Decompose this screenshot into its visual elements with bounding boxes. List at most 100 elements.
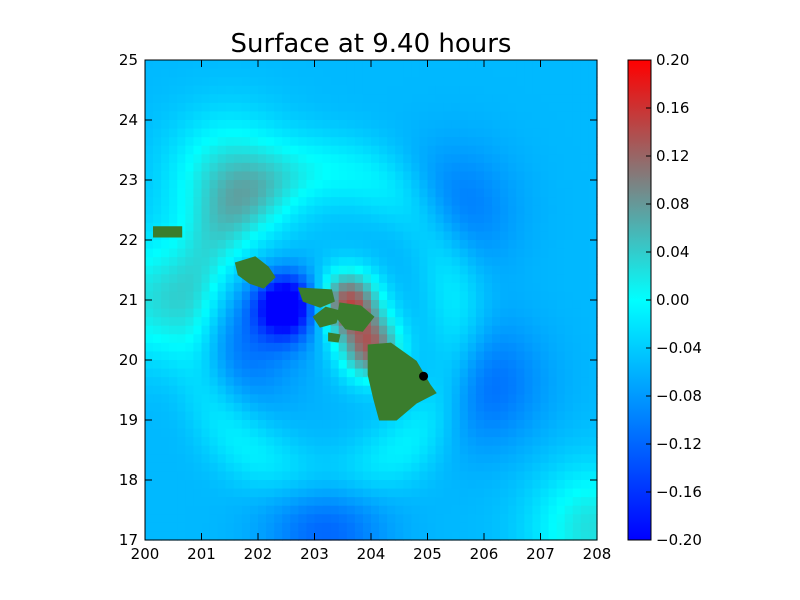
heatmap-cell (484, 471, 493, 481)
heatmap-cell (322, 334, 332, 344)
heatmap-cell (185, 411, 195, 421)
heatmap-cell (338, 171, 348, 181)
heatmap-cell (209, 248, 219, 258)
heatmap-cell (435, 420, 445, 430)
heatmap-cell (306, 282, 316, 293)
heatmap-cell (500, 282, 509, 293)
heatmap-cell (362, 162, 372, 173)
y-tick-label: 22 (119, 231, 138, 249)
heatmap-cell (249, 171, 259, 181)
heatmap-cell (169, 120, 178, 130)
heatmap-cell (419, 205, 429, 215)
heatmap-cell (225, 488, 235, 498)
heatmap-cell (201, 274, 211, 284)
heatmap-cell (362, 428, 372, 438)
heatmap-cell (290, 445, 299, 455)
heatmap-cell (411, 282, 421, 293)
heatmap-cell (177, 471, 186, 481)
heatmap-cell (500, 428, 509, 438)
heatmap-cell (588, 420, 598, 430)
heatmap-cell (225, 77, 235, 87)
heatmap-cell (467, 411, 477, 421)
heatmap-cell (379, 85, 388, 95)
heatmap-cell (532, 505, 542, 515)
heatmap-cell (572, 111, 582, 121)
heatmap-cell (379, 462, 388, 473)
heatmap-cell (346, 282, 356, 293)
heatmap-cell (258, 205, 267, 215)
heatmap-cell (556, 531, 566, 541)
heatmap-cell (540, 154, 550, 164)
heatmap-cell (201, 231, 211, 241)
heatmap-cell (395, 274, 404, 284)
heatmap-cell (548, 377, 558, 387)
heatmap-cell (580, 205, 590, 215)
heatmap-cell (435, 402, 445, 413)
heatmap-cell (467, 300, 477, 310)
heatmap-cell (556, 334, 566, 344)
heatmap-cell (371, 137, 380, 147)
heatmap-cell (330, 291, 340, 301)
heatmap-cell (322, 94, 332, 104)
heatmap-cell (290, 282, 299, 293)
heatmap-cell (580, 197, 590, 207)
heatmap-cell (274, 342, 283, 353)
heatmap-cell (580, 505, 590, 515)
heatmap-cell (427, 445, 437, 455)
heatmap-cell (169, 68, 178, 78)
heatmap-cell (306, 471, 316, 481)
heatmap-cell (484, 128, 493, 138)
heatmap-cell (516, 188, 525, 198)
heatmap-cell (274, 214, 283, 224)
heatmap-cell (258, 162, 267, 173)
heatmap-cell (371, 308, 380, 318)
heatmap-cell (169, 205, 178, 215)
heatmap-cell (451, 137, 461, 147)
heatmap-cell (298, 428, 308, 438)
heatmap-cell (459, 360, 469, 370)
heatmap-cell (241, 514, 251, 524)
heatmap-cell (379, 488, 388, 498)
heatmap-cell (508, 120, 517, 130)
heatmap-cell (177, 428, 186, 438)
heatmap-cell (467, 385, 477, 395)
heatmap-cell (451, 154, 461, 164)
heatmap-cell (169, 497, 178, 507)
heatmap-cell (314, 497, 324, 507)
heatmap-cell (233, 445, 243, 455)
heatmap-cell (161, 522, 170, 533)
heatmap-cell (435, 445, 445, 455)
heatmap-cell (169, 368, 178, 378)
heatmap-cell (362, 257, 372, 267)
heatmap-cell (266, 111, 275, 121)
heatmap-cell (145, 77, 154, 87)
heatmap-cell (185, 531, 195, 541)
heatmap-cell (153, 111, 162, 121)
heatmap-cell (419, 411, 429, 421)
heatmap-cell (435, 377, 445, 387)
heatmap-cell (443, 531, 453, 541)
heatmap-cell (580, 411, 590, 421)
heatmap-cell (233, 240, 243, 250)
heatmap-cell (145, 360, 154, 370)
heatmap-cell (556, 411, 566, 421)
heatmap-cell (161, 197, 170, 207)
heatmap-cell (282, 471, 291, 481)
heatmap-cell (556, 60, 566, 70)
heatmap-cell (516, 394, 525, 404)
heatmap-cell (387, 120, 396, 130)
heatmap-cell (548, 368, 558, 378)
heatmap-cell (346, 471, 356, 481)
heatmap-cell (282, 120, 291, 130)
heatmap-cell (411, 162, 421, 173)
heatmap-cell (249, 480, 259, 490)
heatmap-cell (330, 188, 340, 198)
heatmap-cell (508, 420, 517, 430)
heatmap-cell (145, 128, 154, 138)
heatmap-cell (169, 394, 178, 404)
heatmap-cell (258, 454, 267, 464)
heatmap-cell (556, 162, 566, 173)
heatmap-cell (258, 351, 267, 361)
kauai-island (234, 256, 276, 289)
heatmap-cell (274, 377, 283, 387)
